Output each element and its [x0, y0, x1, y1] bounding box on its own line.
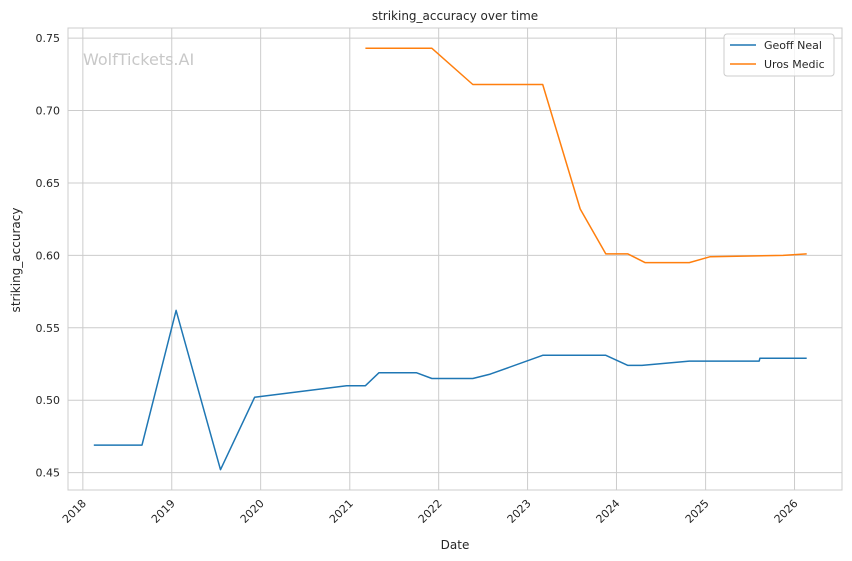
- y-tick-label: 0.65: [36, 177, 61, 190]
- series-lines: [93, 47, 807, 471]
- x-tick-label: 2026: [772, 497, 801, 526]
- x-tick-label: 2019: [149, 497, 178, 526]
- legend-label-uros-medic: Uros Medic: [764, 58, 825, 71]
- watermark: WolfTickets.AI: [83, 50, 194, 69]
- chart-title: striking_accuracy over time: [372, 9, 538, 23]
- x-axis-label: Date: [441, 538, 470, 552]
- y-tick-label: 0.45: [36, 467, 61, 480]
- x-axis-ticks: 2018 2019 2020 2021 2022 2023 2024 2025 2026: [60, 497, 801, 526]
- y-tick-label: 0.50: [36, 394, 61, 407]
- y-axis-ticks: 0.45 0.50 0.55 0.60 0.65 0.70 0.75: [36, 32, 61, 479]
- x-tick-label: 2021: [327, 497, 356, 526]
- x-tick-label: 2018: [60, 497, 89, 526]
- series-line-uros-medic: [365, 47, 807, 264]
- legend-label-geoff-neal: Geoff Neal: [764, 39, 822, 52]
- y-tick-label: 0.70: [36, 105, 61, 118]
- plot-frame: [67, 27, 843, 491]
- y-tick-label: 0.75: [36, 32, 61, 45]
- x-tick-label: 2023: [505, 497, 534, 526]
- y-tick-label: 0.60: [36, 249, 61, 262]
- y-tick-label: 0.55: [36, 322, 61, 335]
- x-tick-label: 2020: [238, 497, 267, 526]
- x-tick-label: 2025: [683, 497, 712, 526]
- x-tick-label: 2024: [594, 497, 623, 526]
- grid-lines: [68, 28, 842, 490]
- series-line-geoff-neal: [93, 309, 807, 471]
- y-axis-label: striking_accuracy: [9, 208, 23, 313]
- x-tick-label: 2022: [416, 497, 445, 526]
- legend: Geoff Neal Uros Medic: [723, 33, 835, 77]
